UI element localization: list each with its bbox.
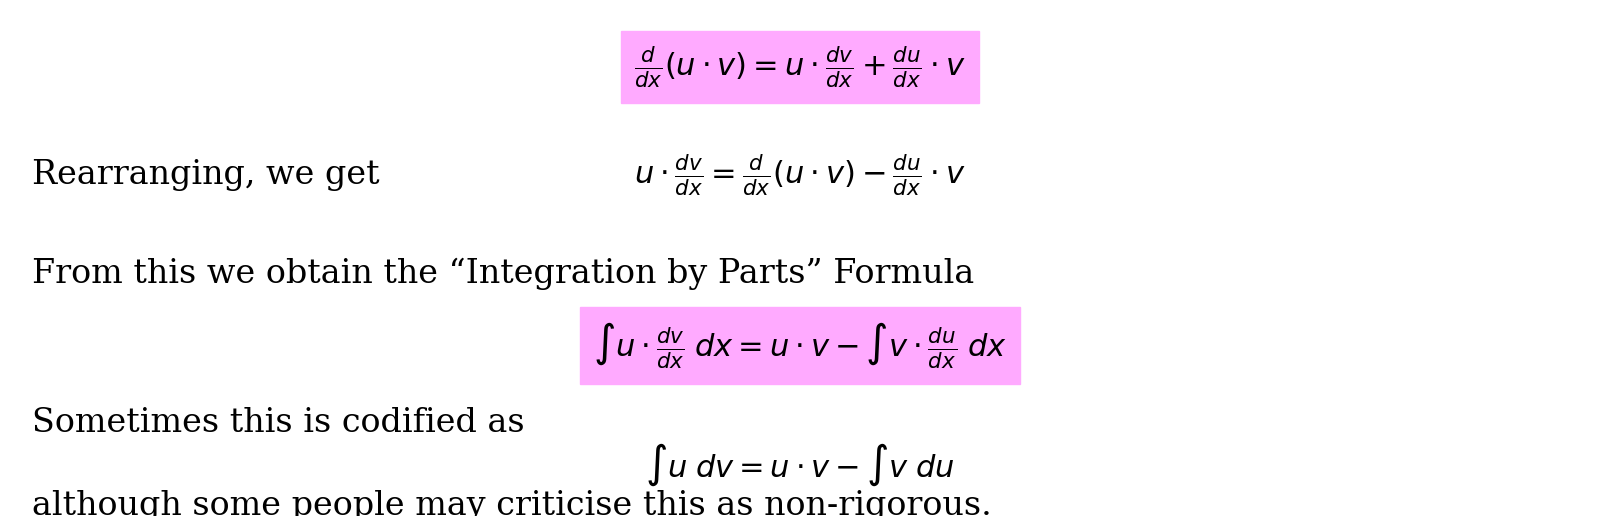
Text: Rearranging, we get: Rearranging, we get [32, 159, 379, 191]
Text: $\int u \cdot \frac{dv}{dx} \; dx = u \cdot v - \int v \cdot \frac{du}{dx} \; dx: $\int u \cdot \frac{dv}{dx} \; dx = u \c… [594, 320, 1006, 371]
FancyBboxPatch shape [581, 308, 1019, 384]
Text: although some people may criticise this as non-rigorous.: although some people may criticise this … [32, 490, 992, 516]
Text: From this we obtain the “Integration by Parts” Formula: From this we obtain the “Integration by … [32, 257, 974, 289]
Text: $\frac{d}{dx}(u \cdot v) = u \cdot \frac{dv}{dx} + \frac{du}{dx} \cdot v$: $\frac{d}{dx}(u \cdot v) = u \cdot \frac… [634, 44, 966, 90]
Text: $u \cdot \frac{dv}{dx} = \frac{d}{dx}(u \cdot v) - \frac{du}{dx} \cdot v$: $u \cdot \frac{dv}{dx} = \frac{d}{dx}(u … [634, 153, 966, 198]
Text: Sometimes this is codified as: Sometimes this is codified as [32, 407, 525, 439]
Text: $\int u \; dv = u \cdot v - \int v \; du$: $\int u \; dv = u \cdot v - \int v \; du… [645, 441, 955, 488]
FancyBboxPatch shape [621, 31, 979, 103]
